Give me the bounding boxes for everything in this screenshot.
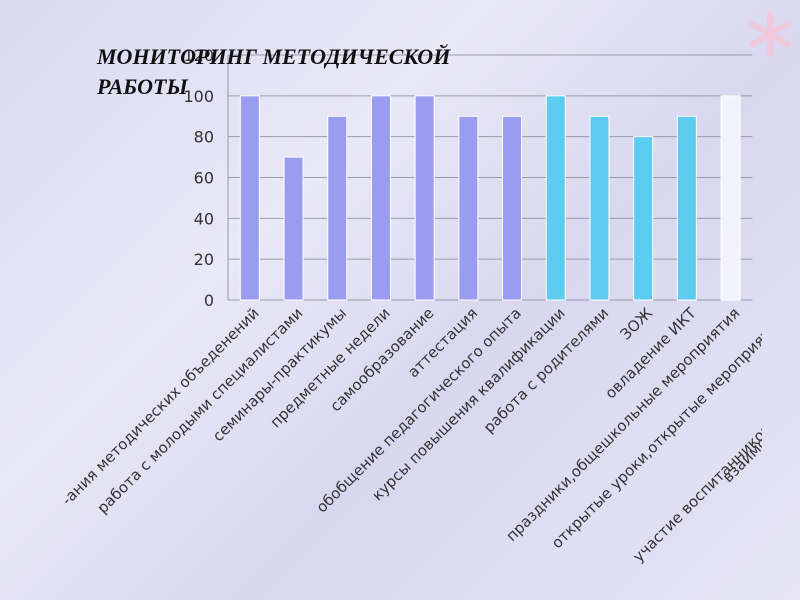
y-tick-label: 100 — [183, 87, 214, 106]
bar — [239, 95, 260, 301]
bar — [327, 115, 348, 301]
bar — [414, 95, 435, 301]
y-tick-label: 60 — [194, 169, 214, 188]
bar — [589, 115, 610, 301]
bar — [545, 95, 566, 301]
bar — [676, 115, 697, 301]
bar — [370, 95, 391, 301]
decoration — [749, 11, 791, 57]
y-tick-label: 80 — [194, 128, 214, 147]
x-tick-label: -ания методических объеденений — [58, 304, 263, 509]
x-tick-label: ЗОЖ — [617, 304, 656, 343]
y-tick-label: 120 — [183, 46, 214, 65]
bar — [633, 136, 654, 301]
bar — [458, 115, 479, 301]
bar — [720, 95, 741, 301]
bar — [283, 156, 304, 301]
bar — [502, 115, 523, 301]
x-tick-label: открытые уроки,открытые мероприят — [548, 325, 775, 552]
y-tick-label: 40 — [194, 209, 214, 228]
y-tick-label: 20 — [194, 250, 214, 269]
chart-title: МОНИТОРИНГ МЕТОДИЧЕСКОЙ РАБОТЫ — [97, 44, 451, 99]
y-tick-label: 0 — [204, 291, 214, 310]
